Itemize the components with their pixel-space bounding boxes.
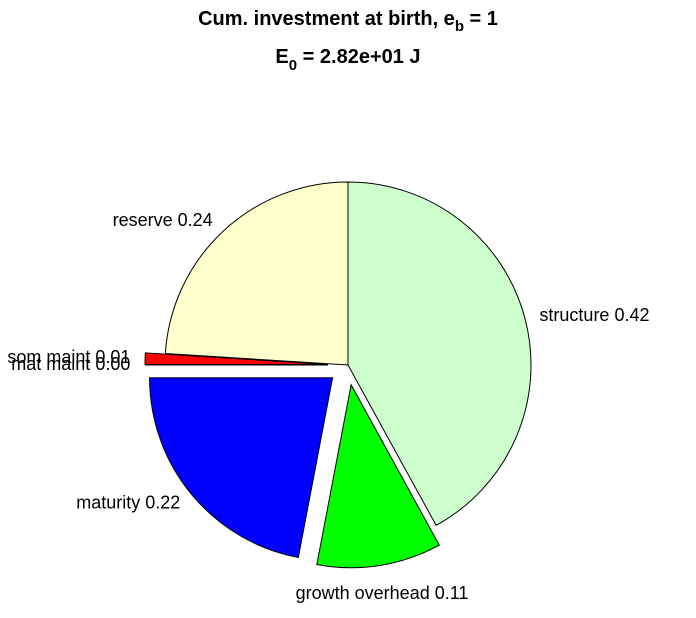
slice-name: growth overhead: [296, 583, 430, 603]
slice-name: structure: [539, 305, 609, 325]
pie-slice: [164, 181, 349, 366]
pie-slice: [144, 352, 329, 365]
slice-name: mat maint: [11, 354, 90, 374]
slice-label: growth overhead 0.11: [296, 583, 469, 603]
slice-name: som maint: [7, 347, 90, 367]
slice-label: reserve 0.24: [113, 210, 213, 230]
pie-slice: [316, 383, 440, 569]
slice-value: 0.01: [95, 347, 130, 367]
slice-name: reserve: [113, 210, 173, 230]
title-subscript: b: [455, 18, 464, 35]
slice-value: 0.00: [95, 354, 130, 374]
title-text: Cum. investment at birth, e: [198, 8, 455, 30]
slice-value: 0.11: [435, 583, 469, 603]
slice-label: structure 0.42: [539, 305, 649, 325]
slice-name: maturity: [76, 492, 140, 512]
pie-slice: [149, 377, 334, 559]
subtitle-text: E: [275, 46, 288, 68]
pie-slice: [347, 181, 532, 527]
slice-value: 0.42: [614, 305, 649, 325]
chart-subtitle: E0 = 2.82e+01 J: [275, 46, 420, 74]
subtitle-subscript: 0: [289, 57, 297, 74]
slice-value: 0.24: [178, 210, 213, 230]
slice-value: 0.22: [145, 492, 180, 512]
chart-title: Cum. investment at birth, eb = 1: [198, 8, 498, 35]
slice-label: som maint 0.01: [7, 347, 130, 367]
slice-label: mat maint 0.00: [11, 354, 130, 374]
title-suffix: = 1: [464, 8, 498, 30]
subtitle-suffix: = 2.82e+01 J: [297, 46, 420, 68]
slice-label: maturity 0.22: [76, 492, 180, 512]
